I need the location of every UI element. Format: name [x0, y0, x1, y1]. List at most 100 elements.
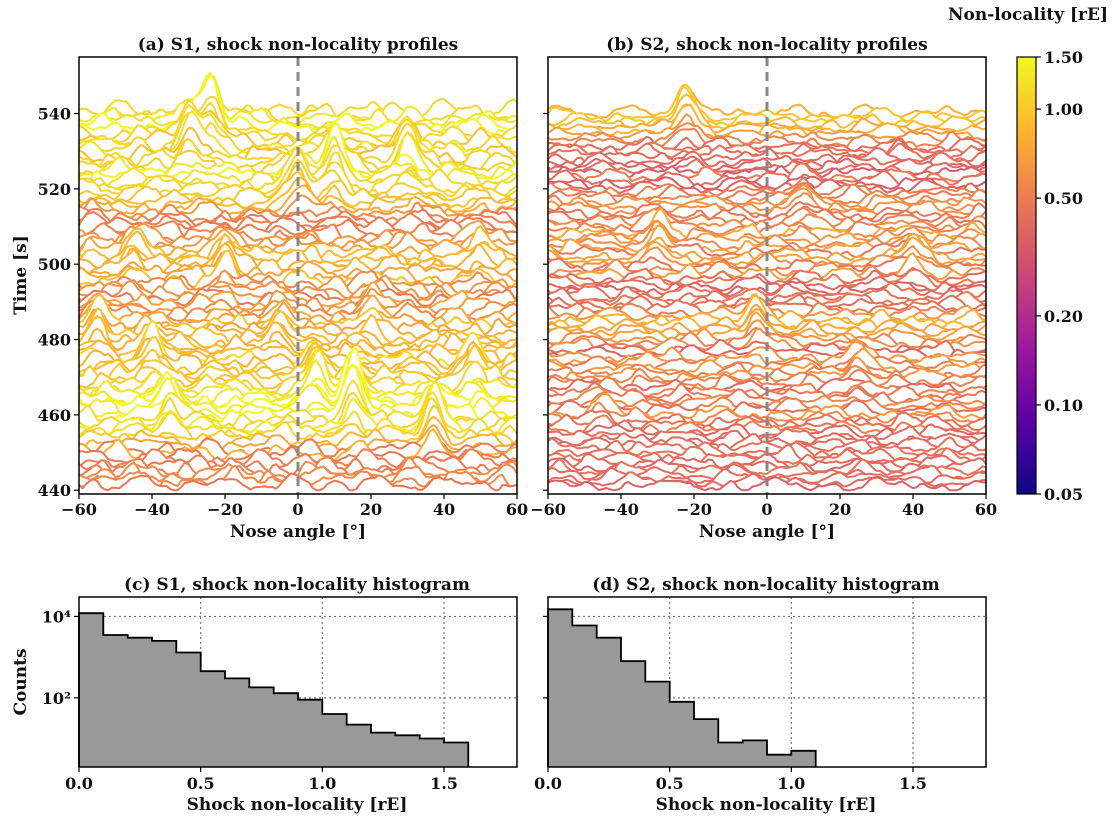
- panel-a-ticks: −60 −40 −20 0 20 40 60 440 460 480 500 520 540: [38, 105, 529, 519]
- histogram-bar: [225, 678, 250, 767]
- profile-occluder: [79, 387, 517, 432]
- profile-line: [548, 175, 986, 190]
- panel-d-frame: [547, 596, 987, 768]
- histogram-bar: [767, 754, 792, 767]
- histogram-bar: [742, 740, 768, 767]
- x-tick-label: 0.5: [656, 774, 684, 793]
- x-tick-label: −60: [530, 500, 566, 519]
- panel-d-histogram: (d) S2, shock non-locality histogram 0.0…: [534, 575, 987, 815]
- colorbar-gradient: [1016, 56, 1037, 495]
- histogram-bar: [572, 625, 598, 767]
- histogram-bar: [273, 693, 299, 767]
- colorbar-tick-label: 0.20: [1044, 307, 1083, 326]
- colorbar-tick-label: 0.50: [1044, 189, 1083, 208]
- profile-occluder: [548, 386, 986, 409]
- histogram-bar: [103, 634, 129, 767]
- histogram-bar: [419, 738, 445, 767]
- histogram-bar: [152, 640, 177, 767]
- histogram-bar: [669, 701, 695, 767]
- y-tick-label: 10²: [42, 689, 71, 708]
- profile-occluder: [548, 437, 986, 455]
- panel-c-title: (c) S1, shock non-locality histogram: [124, 575, 470, 595]
- panel-c-xlabel: Shock non-locality [rE]: [187, 795, 408, 815]
- histogram-bar: [718, 742, 744, 767]
- profile-occluder: [79, 309, 517, 338]
- x-tick-label: 1.0: [308, 774, 336, 793]
- profile-line: [79, 294, 517, 326]
- profile-line: [79, 287, 517, 307]
- panel-c-frame: [78, 596, 518, 768]
- profile-line: [79, 472, 517, 492]
- histogram-bar: [127, 637, 153, 767]
- x-tick-label: 40: [433, 500, 455, 519]
- profile-occluder: [548, 365, 986, 387]
- profile-occluder: [79, 255, 517, 285]
- profile-line: [79, 452, 517, 473]
- profile-occluder: [79, 350, 517, 398]
- x-tick-label: 60: [975, 500, 997, 519]
- profile-occluder: [548, 184, 986, 210]
- histogram-bar: [200, 671, 226, 767]
- colorbar: Non-locality [rE] 0.05 0.10 0.20 0.50 1.00 1.…: [948, 5, 1108, 504]
- colorbar-tick-label: 0.05: [1044, 485, 1083, 504]
- x-tick-label: 60: [506, 500, 528, 519]
- profile-occluder: [79, 347, 517, 387]
- panel-c-histogram: (c) S1, shock non-locality histogram 0.0…: [11, 575, 518, 815]
- profile-occluder: [548, 434, 986, 451]
- histogram-bar: [694, 719, 719, 767]
- histogram-outline: [547, 608, 817, 767]
- panel-c-bars: [78, 612, 470, 767]
- colorbar-label: Non-locality [rE]: [948, 5, 1108, 25]
- x-tick-label: −20: [676, 500, 712, 519]
- panel-c-ticks: 0.0 0.5 1.0 1.5 10² 10⁴: [42, 607, 458, 793]
- x-tick-label: −40: [134, 500, 170, 519]
- profile-occluder: [548, 341, 986, 368]
- profile-occluder: [548, 297, 986, 323]
- panel-a-profiles: (a) S1, shock non-locality profiles −60 −…: [11, 35, 528, 542]
- profile-occluder: [548, 104, 986, 138]
- profile-occluder: [79, 226, 517, 262]
- profile-line: [79, 77, 517, 122]
- x-tick-label: −40: [603, 500, 639, 519]
- x-tick-label: 20: [829, 500, 851, 519]
- histogram-bar: [79, 613, 104, 767]
- histogram-bar: [596, 637, 622, 767]
- panel-b-title: (b) S2, shock non-locality profiles: [606, 35, 927, 55]
- panel-a-xlabel: Nose angle [°]: [230, 522, 366, 542]
- profile-occluder: [79, 338, 517, 372]
- histogram-bar: [645, 681, 671, 767]
- panel-b-xlabel: Nose angle [°]: [699, 522, 835, 542]
- panel-d-ticks: 0.0 0.5 1.0 1.5: [534, 615, 927, 793]
- y-tick-label: 520: [38, 180, 71, 199]
- x-tick-label: 0: [292, 500, 303, 519]
- y-tick-label: 540: [38, 105, 71, 124]
- y-tick-label: 460: [38, 406, 71, 425]
- panel-d-xlabel: Shock non-locality [rE]: [656, 795, 877, 815]
- panel-d-bars: [547, 608, 817, 767]
- x-tick-label: 1.0: [777, 774, 805, 793]
- histogram-bar: [791, 750, 817, 767]
- profile-line: [79, 218, 517, 239]
- histogram-bar: [371, 732, 396, 767]
- profile-occluder: [548, 104, 986, 134]
- x-tick-label: −60: [61, 500, 97, 519]
- y-tick-label: 500: [38, 255, 71, 274]
- histogram-bar: [346, 724, 372, 767]
- y-tick-label: 480: [38, 331, 71, 350]
- x-tick-label: −20: [207, 500, 243, 519]
- x-tick-label: 0.5: [187, 774, 215, 793]
- colorbar-tick-label: 1.50: [1044, 48, 1083, 67]
- histogram-bar: [322, 714, 348, 767]
- profile-occluder: [79, 212, 517, 232]
- histogram-bar: [249, 687, 275, 767]
- panel-a-ylabel: Time [s]: [11, 235, 31, 315]
- profile-occluder: [79, 233, 517, 270]
- profile-occluder: [548, 444, 986, 462]
- profile-occluder: [548, 294, 986, 326]
- panel-a-title: (a) S1, shock non-locality profiles: [138, 35, 459, 55]
- x-tick-label: 0: [761, 500, 772, 519]
- panel-d-title: (d) S2, shock non-locality histogram: [592, 575, 939, 595]
- profile-occluder: [79, 229, 517, 259]
- histogram-bar: [395, 735, 421, 767]
